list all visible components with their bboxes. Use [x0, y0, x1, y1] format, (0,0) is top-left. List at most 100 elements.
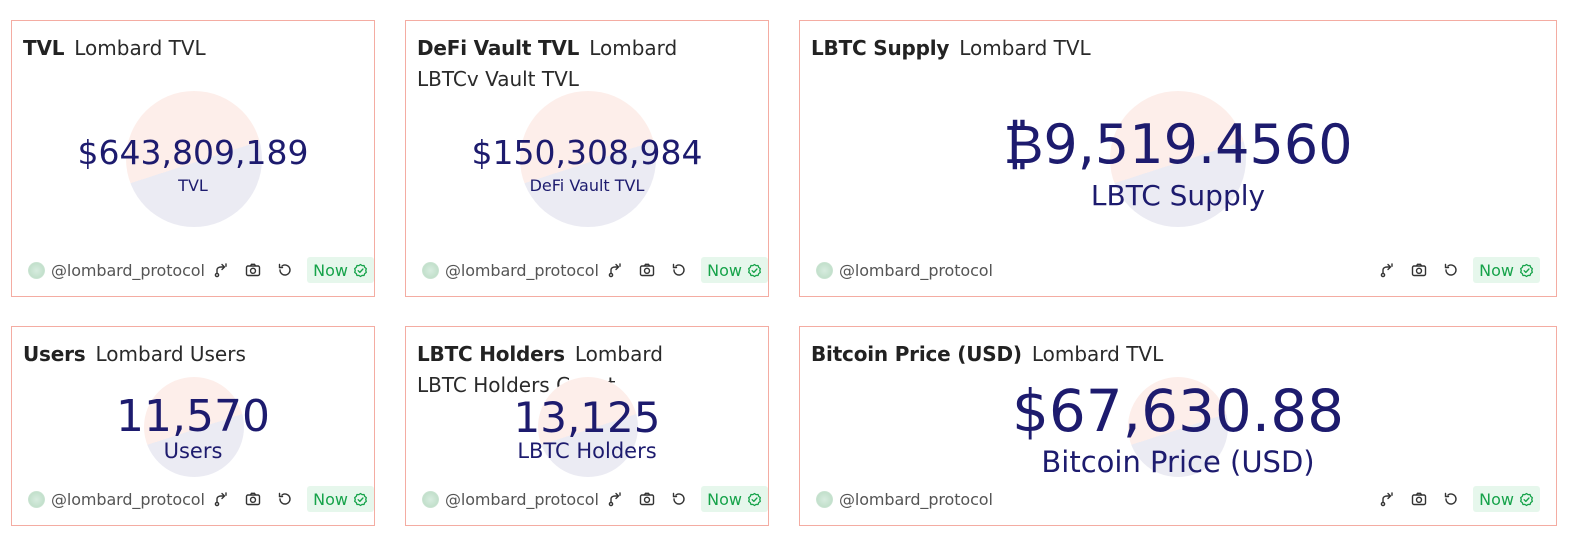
card-footer: @lombard_protocol Now: [422, 255, 768, 285]
status-badge: Now: [1473, 257, 1540, 283]
creator-handle[interactable]: @lombard_protocol: [51, 260, 205, 280]
avatar: [422, 261, 439, 279]
refresh-icon[interactable]: [276, 490, 294, 508]
status-badge: Now: [1473, 486, 1540, 512]
camera-icon[interactable]: [1410, 490, 1428, 508]
metric-value: 13,125: [513, 393, 661, 442]
status-badge: Now: [307, 486, 374, 512]
metric-value: $643,809,189: [77, 133, 309, 172]
check-circle-icon: [748, 263, 761, 277]
card-actions: Now: [198, 255, 374, 285]
metric-value: 11,570: [116, 391, 270, 442]
fork-icon[interactable]: [212, 261, 230, 279]
check-circle-icon: [748, 492, 761, 506]
card-title: LBTC Supply: [811, 36, 950, 60]
metric-label: LBTC Supply: [1090, 179, 1266, 212]
pie-background: [520, 91, 656, 227]
defi-vault-tvl-card: DeFi Vault TVL Lombard LBTCv Vault TVL $1…: [405, 20, 769, 297]
card-subtitle: Lombard TVL: [74, 36, 206, 60]
creator-handle[interactable]: @lombard_protocol: [839, 489, 993, 509]
card-header: TVL Lombard TVL: [23, 33, 206, 64]
card-subtitle: Lombard TVL: [959, 36, 1091, 60]
card-footer: @lombard_protocol Now: [422, 484, 768, 514]
card-title: TVL: [23, 36, 65, 60]
check-circle-icon: [354, 492, 367, 506]
fork-icon[interactable]: [606, 490, 624, 508]
status-text: Now: [707, 489, 742, 509]
fork-icon[interactable]: [212, 490, 230, 508]
refresh-icon[interactable]: [276, 261, 294, 279]
status-badge: Now: [701, 257, 768, 283]
pie-background: [1128, 377, 1228, 477]
pie-background: [144, 377, 244, 477]
status-badge: Now: [307, 257, 374, 283]
avatar: [816, 490, 833, 508]
status-text: Now: [1479, 489, 1514, 509]
status-badge: Now: [701, 486, 768, 512]
camera-icon[interactable]: [638, 261, 656, 279]
card-footer: @lombard_protocol Now: [816, 484, 1556, 514]
pie-background: [1110, 91, 1246, 227]
pie-background: [126, 91, 262, 227]
status-text: Now: [313, 260, 348, 280]
creator-handle[interactable]: @lombard_protocol: [445, 489, 599, 509]
check-circle-icon: [354, 263, 367, 277]
card-title: DeFi Vault TVL: [417, 36, 580, 60]
card-actions: Now: [1364, 255, 1540, 285]
card-header: Users Lombard Users: [23, 339, 246, 370]
status-text: Now: [1479, 260, 1514, 280]
fork-icon[interactable]: [1378, 261, 1396, 279]
avatar: [816, 261, 833, 279]
refresh-icon[interactable]: [1442, 490, 1460, 508]
card-subtitle: Lombard TVL: [1031, 342, 1164, 366]
pie-background: [538, 377, 638, 477]
metric-label: DeFi Vault TVL: [529, 176, 645, 195]
lbtc-holders-card: LBTC Holders Lombard LBTC Holders Count 1…: [405, 326, 769, 526]
card-title: Users: [23, 342, 86, 366]
camera-icon[interactable]: [1410, 261, 1428, 279]
card-header: Bitcoin Price (USD) Lombard TVL: [811, 339, 1163, 370]
metric-value: ₿9,519.4560: [1003, 113, 1353, 176]
card-title: LBTC Holders: [417, 342, 565, 366]
camera-icon[interactable]: [244, 490, 262, 508]
fork-icon[interactable]: [1378, 490, 1396, 508]
metric-label: Bitcoin Price (USD): [1041, 445, 1315, 479]
avatar: [422, 490, 439, 508]
refresh-icon[interactable]: [670, 490, 688, 508]
status-text: Now: [707, 260, 742, 280]
lbtc-supply-card: LBTC Supply Lombard TVL ₿9,519.4560 LBTC …: [799, 20, 1557, 297]
card-footer: @lombard_protocol Now: [816, 255, 1556, 285]
metric-label: TVL: [178, 176, 208, 195]
creator-handle[interactable]: @lombard_protocol: [839, 260, 993, 280]
fork-icon[interactable]: [606, 261, 624, 279]
refresh-icon[interactable]: [1442, 261, 1460, 279]
metric-value: $150,308,984: [471, 133, 703, 172]
metric-label: LBTC Holders: [517, 439, 657, 463]
card-footer: @lombard_protocol Now: [28, 484, 374, 514]
card-actions: Now: [592, 255, 768, 285]
camera-icon[interactable]: [244, 261, 262, 279]
check-circle-icon: [1520, 492, 1533, 506]
card-footer: @lombard_protocol Now: [28, 255, 374, 285]
card-subtitle: Lombard Users: [95, 342, 246, 366]
bitcoin-price-card: Bitcoin Price (USD) Lombard TVL $67,630.8…: [799, 326, 1557, 526]
metric-value: $67,630.88: [1011, 377, 1345, 445]
tvl-card: TVL Lombard TVL $643,809,189 TVL @lombard…: [11, 20, 375, 297]
metric-label: Users: [163, 439, 223, 463]
camera-icon[interactable]: [638, 490, 656, 508]
card-header: LBTC Supply Lombard TVL: [811, 33, 1091, 64]
card-actions: Now: [1364, 484, 1540, 514]
card-title: Bitcoin Price (USD): [811, 342, 1022, 366]
check-circle-icon: [1520, 263, 1533, 277]
card-actions: Now: [198, 484, 374, 514]
status-text: Now: [313, 489, 348, 509]
card-subtitle: Lombard LBTCv Vault TVL: [417, 36, 678, 91]
creator-handle[interactable]: @lombard_protocol: [445, 260, 599, 280]
creator-handle[interactable]: @lombard_protocol: [51, 489, 205, 509]
card-header: DeFi Vault TVL Lombard LBTCv Vault TVL: [417, 33, 737, 95]
avatar: [28, 261, 45, 279]
refresh-icon[interactable]: [670, 261, 688, 279]
avatar: [28, 490, 45, 508]
card-actions: Now: [592, 484, 768, 514]
users-card: Users Lombard Users 11,570 Users @lombard…: [11, 326, 375, 526]
